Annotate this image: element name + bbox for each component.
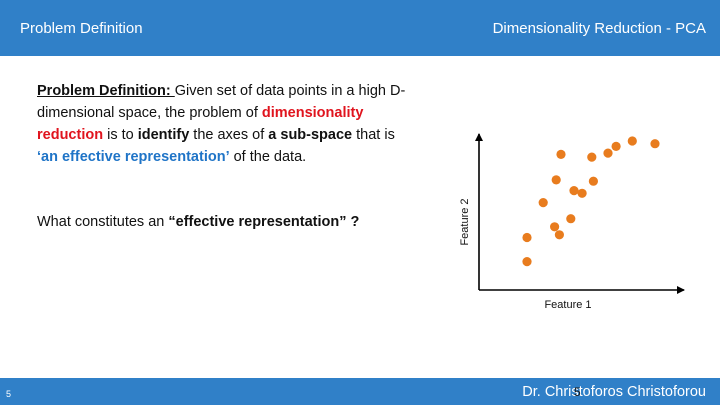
author-name: Dr. Christoforos Christoforou [522,384,706,400]
data-point [603,148,613,158]
data-point [627,136,637,146]
data-point [577,188,587,198]
text-fragment: is to [103,127,138,143]
text-fragment: of the data. [229,149,307,165]
effective-representation-term: ‘an effective representation’ [37,149,230,165]
data-points [522,136,660,267]
data-point [587,152,597,162]
data-point [611,141,621,151]
question-text: What constitutes an “effective represent… [37,214,359,230]
scatter-plot: Feature 1 Feature 2 [459,133,685,311]
text-fragment: the axes of [189,127,269,143]
sub-space-term: a sub-space [268,127,353,143]
data-point [554,230,564,240]
x-axis-label: Feature 1 [544,299,591,311]
data-point [556,149,566,159]
page-number: 5 [574,385,581,399]
title-bar: Problem Definition Dimensionality Reduct… [0,0,720,56]
dimensionality-reduction-term: dimensionality reduction [37,105,364,143]
data-point [650,139,660,149]
data-point [551,175,561,185]
data-point [538,198,548,208]
footer-bar: 5 Dr. Christoforos Christoforou 5 [0,378,720,405]
question-emphasis: “effective representation” ? [168,214,360,230]
definition-heading: Problem Definition: [37,83,175,99]
data-point [522,257,532,267]
slide-number: 5 [6,389,12,399]
data-point [588,176,598,186]
data-point [566,214,576,224]
data-point [522,232,532,243]
lecture-title: Dimensionality Reduction - PCA [492,20,706,37]
identify-term: identify [137,127,190,143]
question-prefix: What constitutes an [37,214,169,230]
text-fragment: Given set of data points in a high D-dim… [37,83,406,121]
data-point [569,186,579,196]
problem-definition-text: Problem Definition: Given set of data po… [37,80,407,168]
y-axis-label: Feature 2 [459,198,471,245]
text-fragment: that is [352,127,395,143]
section-title: Problem Definition [20,20,143,37]
data-point [550,222,560,232]
